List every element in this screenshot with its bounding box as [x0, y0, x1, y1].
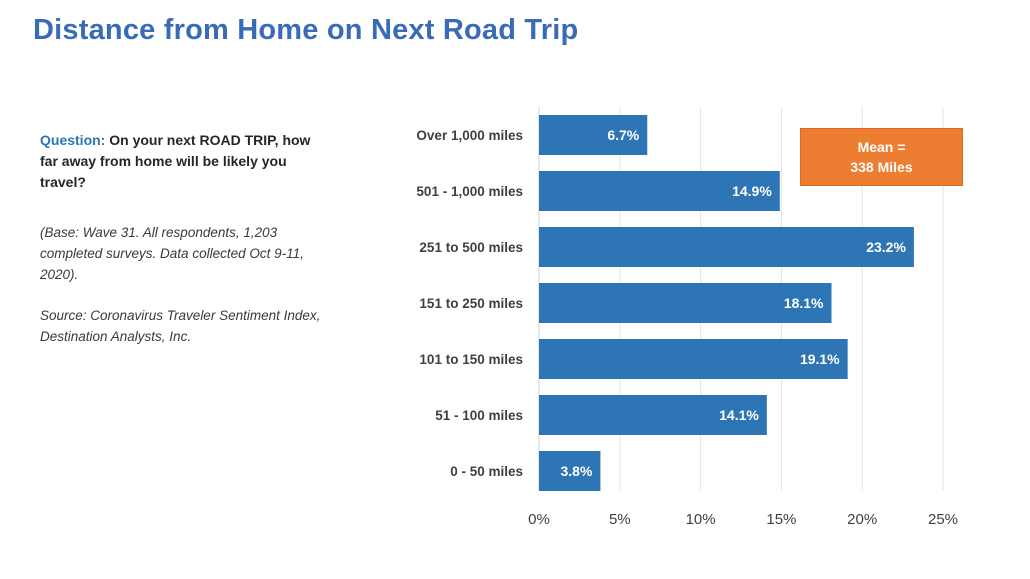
- bar: [539, 283, 832, 323]
- category-label: 251 to 500 miles: [419, 240, 523, 255]
- x-tick-label: 10%: [686, 511, 716, 528]
- mean-callout: Mean = 338 Miles: [800, 128, 963, 186]
- category-label: 51 - 100 miles: [435, 408, 523, 423]
- category-label: 501 - 1,000 miles: [416, 184, 523, 199]
- data-label: 18.1%: [784, 295, 824, 311]
- category-label: 151 to 250 miles: [419, 296, 523, 311]
- bar: [539, 227, 914, 267]
- x-tick-label: 5%: [609, 511, 631, 528]
- data-label: 3.8%: [560, 463, 592, 479]
- source-note: Source: Coronavirus Traveler Sentiment I…: [40, 308, 321, 344]
- bar: [539, 115, 648, 155]
- mean-callout-line2: 338 Miles: [850, 159, 913, 175]
- data-label: 19.1%: [800, 351, 840, 367]
- question-body: On your next ROAD TRIP, how far away fro…: [40, 132, 311, 190]
- category-label: Over 1,000 miles: [416, 128, 523, 143]
- bar: [539, 339, 848, 379]
- data-label: 6.7%: [607, 127, 639, 143]
- category-label: 101 to 150 miles: [419, 352, 523, 367]
- x-tick-label: 20%: [847, 511, 877, 528]
- x-tick-label: 25%: [928, 511, 958, 528]
- data-label: 23.2%: [866, 239, 906, 255]
- base-note: (Base: Wave 31. All respondents, 1,203 c…: [40, 225, 304, 282]
- x-tick-label: 15%: [766, 511, 796, 528]
- data-label: 14.1%: [719, 407, 759, 423]
- question-label: Question:: [40, 132, 106, 148]
- data-label: 14.9%: [732, 183, 772, 199]
- x-tick-label: 0%: [528, 511, 550, 528]
- bar: [539, 395, 767, 435]
- category-label: 0 - 50 miles: [450, 464, 523, 479]
- bar: [539, 451, 601, 491]
- slide-title: Distance from Home on Next Road Trip: [33, 14, 579, 46]
- question-text: Question: On your next ROAD TRIP, how fa…: [40, 130, 330, 193]
- bar: [539, 171, 780, 211]
- mean-callout-line1: Mean =: [857, 139, 906, 155]
